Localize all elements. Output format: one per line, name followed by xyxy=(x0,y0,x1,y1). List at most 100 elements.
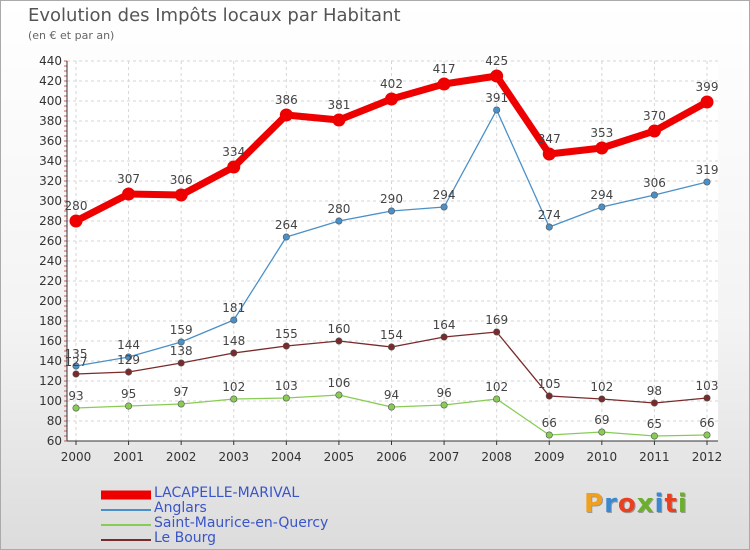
data-point xyxy=(703,431,711,439)
y-tick-label: 260 xyxy=(39,234,62,248)
data-label: 425 xyxy=(485,54,508,68)
data-label: 127 xyxy=(65,355,88,369)
y-tick-label: 380 xyxy=(39,114,62,128)
data-point xyxy=(545,223,553,231)
data-label: 69 xyxy=(594,413,609,427)
legend-swatch xyxy=(101,539,151,541)
y-tick-label: 220 xyxy=(39,274,62,288)
x-tick-label: 2002 xyxy=(166,450,197,464)
y-tick-label: 420 xyxy=(39,74,62,88)
data-point xyxy=(282,342,290,350)
data-label: 154 xyxy=(380,328,403,342)
data-label: 417 xyxy=(433,62,456,76)
x-tick-label: 2009 xyxy=(534,450,565,464)
brand-logo: Proxiti xyxy=(584,489,688,519)
data-label: 381 xyxy=(327,98,350,112)
data-point xyxy=(122,187,136,201)
data-label: 169 xyxy=(485,313,508,327)
y-tick-label: 300 xyxy=(39,194,62,208)
y-tick-label: 200 xyxy=(39,294,62,308)
data-label: 160 xyxy=(327,322,350,336)
legend-label: Anglars xyxy=(154,500,207,516)
data-label: 94 xyxy=(384,388,399,402)
data-label: 307 xyxy=(117,172,140,186)
data-point xyxy=(332,113,346,127)
data-label: 386 xyxy=(275,93,298,107)
data-label: 144 xyxy=(117,338,140,352)
plot-area xyxy=(67,61,718,441)
data-label: 181 xyxy=(222,301,245,315)
data-point xyxy=(72,404,80,412)
x-tick-label: 2007 xyxy=(429,450,460,464)
legend-label: LACAPELLE-MARIVAL xyxy=(154,485,300,501)
data-point xyxy=(703,394,711,402)
data-label: 347 xyxy=(538,132,561,146)
data-label: 274 xyxy=(538,208,561,222)
data-label: 164 xyxy=(433,318,456,332)
data-label: 306 xyxy=(643,176,666,190)
y-tick-label: 140 xyxy=(39,354,62,368)
data-point xyxy=(700,95,714,109)
y-tick-label: 120 xyxy=(39,374,62,388)
data-point xyxy=(282,233,290,241)
data-label: 319 xyxy=(696,163,719,177)
data-point xyxy=(72,362,80,370)
data-label: 97 xyxy=(174,385,189,399)
x-tick-label: 2008 xyxy=(481,450,512,464)
x-tick-label: 2000 xyxy=(61,450,92,464)
data-point xyxy=(69,214,83,228)
x-tick-label: 2003 xyxy=(218,450,249,464)
y-tick-label: 280 xyxy=(39,214,62,228)
series-lines xyxy=(69,69,714,440)
data-label: 98 xyxy=(647,384,662,398)
y-tick-label: 80 xyxy=(47,414,62,428)
data-label: 95 xyxy=(121,387,136,401)
data-point xyxy=(174,188,188,202)
x-tick-label: 2001 xyxy=(113,450,144,464)
data-label: 294 xyxy=(590,188,613,202)
data-point xyxy=(650,399,658,407)
data-point xyxy=(387,403,395,411)
data-point xyxy=(230,349,238,357)
legend-label: Saint-Maurice-en-Quercy xyxy=(154,515,329,531)
data-label: 102 xyxy=(485,380,508,394)
data-point xyxy=(177,359,185,367)
data-point xyxy=(387,207,395,215)
data-label: 93 xyxy=(68,389,83,403)
x-tick-label: 2004 xyxy=(271,450,302,464)
chart-subtitle: (en € et par an) xyxy=(28,29,115,42)
data-label: 66 xyxy=(699,416,714,430)
data-point xyxy=(545,431,553,439)
data-point xyxy=(125,353,133,361)
y-tick-label: 360 xyxy=(39,134,62,148)
x-tick-label: 2012 xyxy=(692,450,723,464)
data-point xyxy=(647,124,661,138)
data-point xyxy=(490,69,504,83)
data-label: 280 xyxy=(65,199,88,213)
data-point xyxy=(545,392,553,400)
data-label: 155 xyxy=(275,327,298,341)
data-point xyxy=(440,203,448,211)
data-point xyxy=(282,394,290,402)
y-tick-label: 400 xyxy=(39,94,62,108)
data-label: 102 xyxy=(590,380,613,394)
data-label: 96 xyxy=(436,386,451,400)
data-point xyxy=(335,337,343,345)
data-point xyxy=(387,343,395,351)
data-point xyxy=(440,401,448,409)
data-point xyxy=(703,178,711,186)
data-point xyxy=(542,147,556,161)
data-label: 135 xyxy=(65,347,88,361)
y-tick-label: 320 xyxy=(39,174,62,188)
y-tick-label: 180 xyxy=(39,314,62,328)
data-label: 280 xyxy=(327,202,350,216)
data-label: 399 xyxy=(696,80,719,94)
data-label: 106 xyxy=(327,376,350,390)
x-tick-label: 2011 xyxy=(639,450,670,464)
data-point xyxy=(440,333,448,341)
data-point xyxy=(493,106,501,114)
data-label: 294 xyxy=(433,188,456,202)
x-tick-label: 2006 xyxy=(376,450,407,464)
y-tick-label: 100 xyxy=(39,394,62,408)
